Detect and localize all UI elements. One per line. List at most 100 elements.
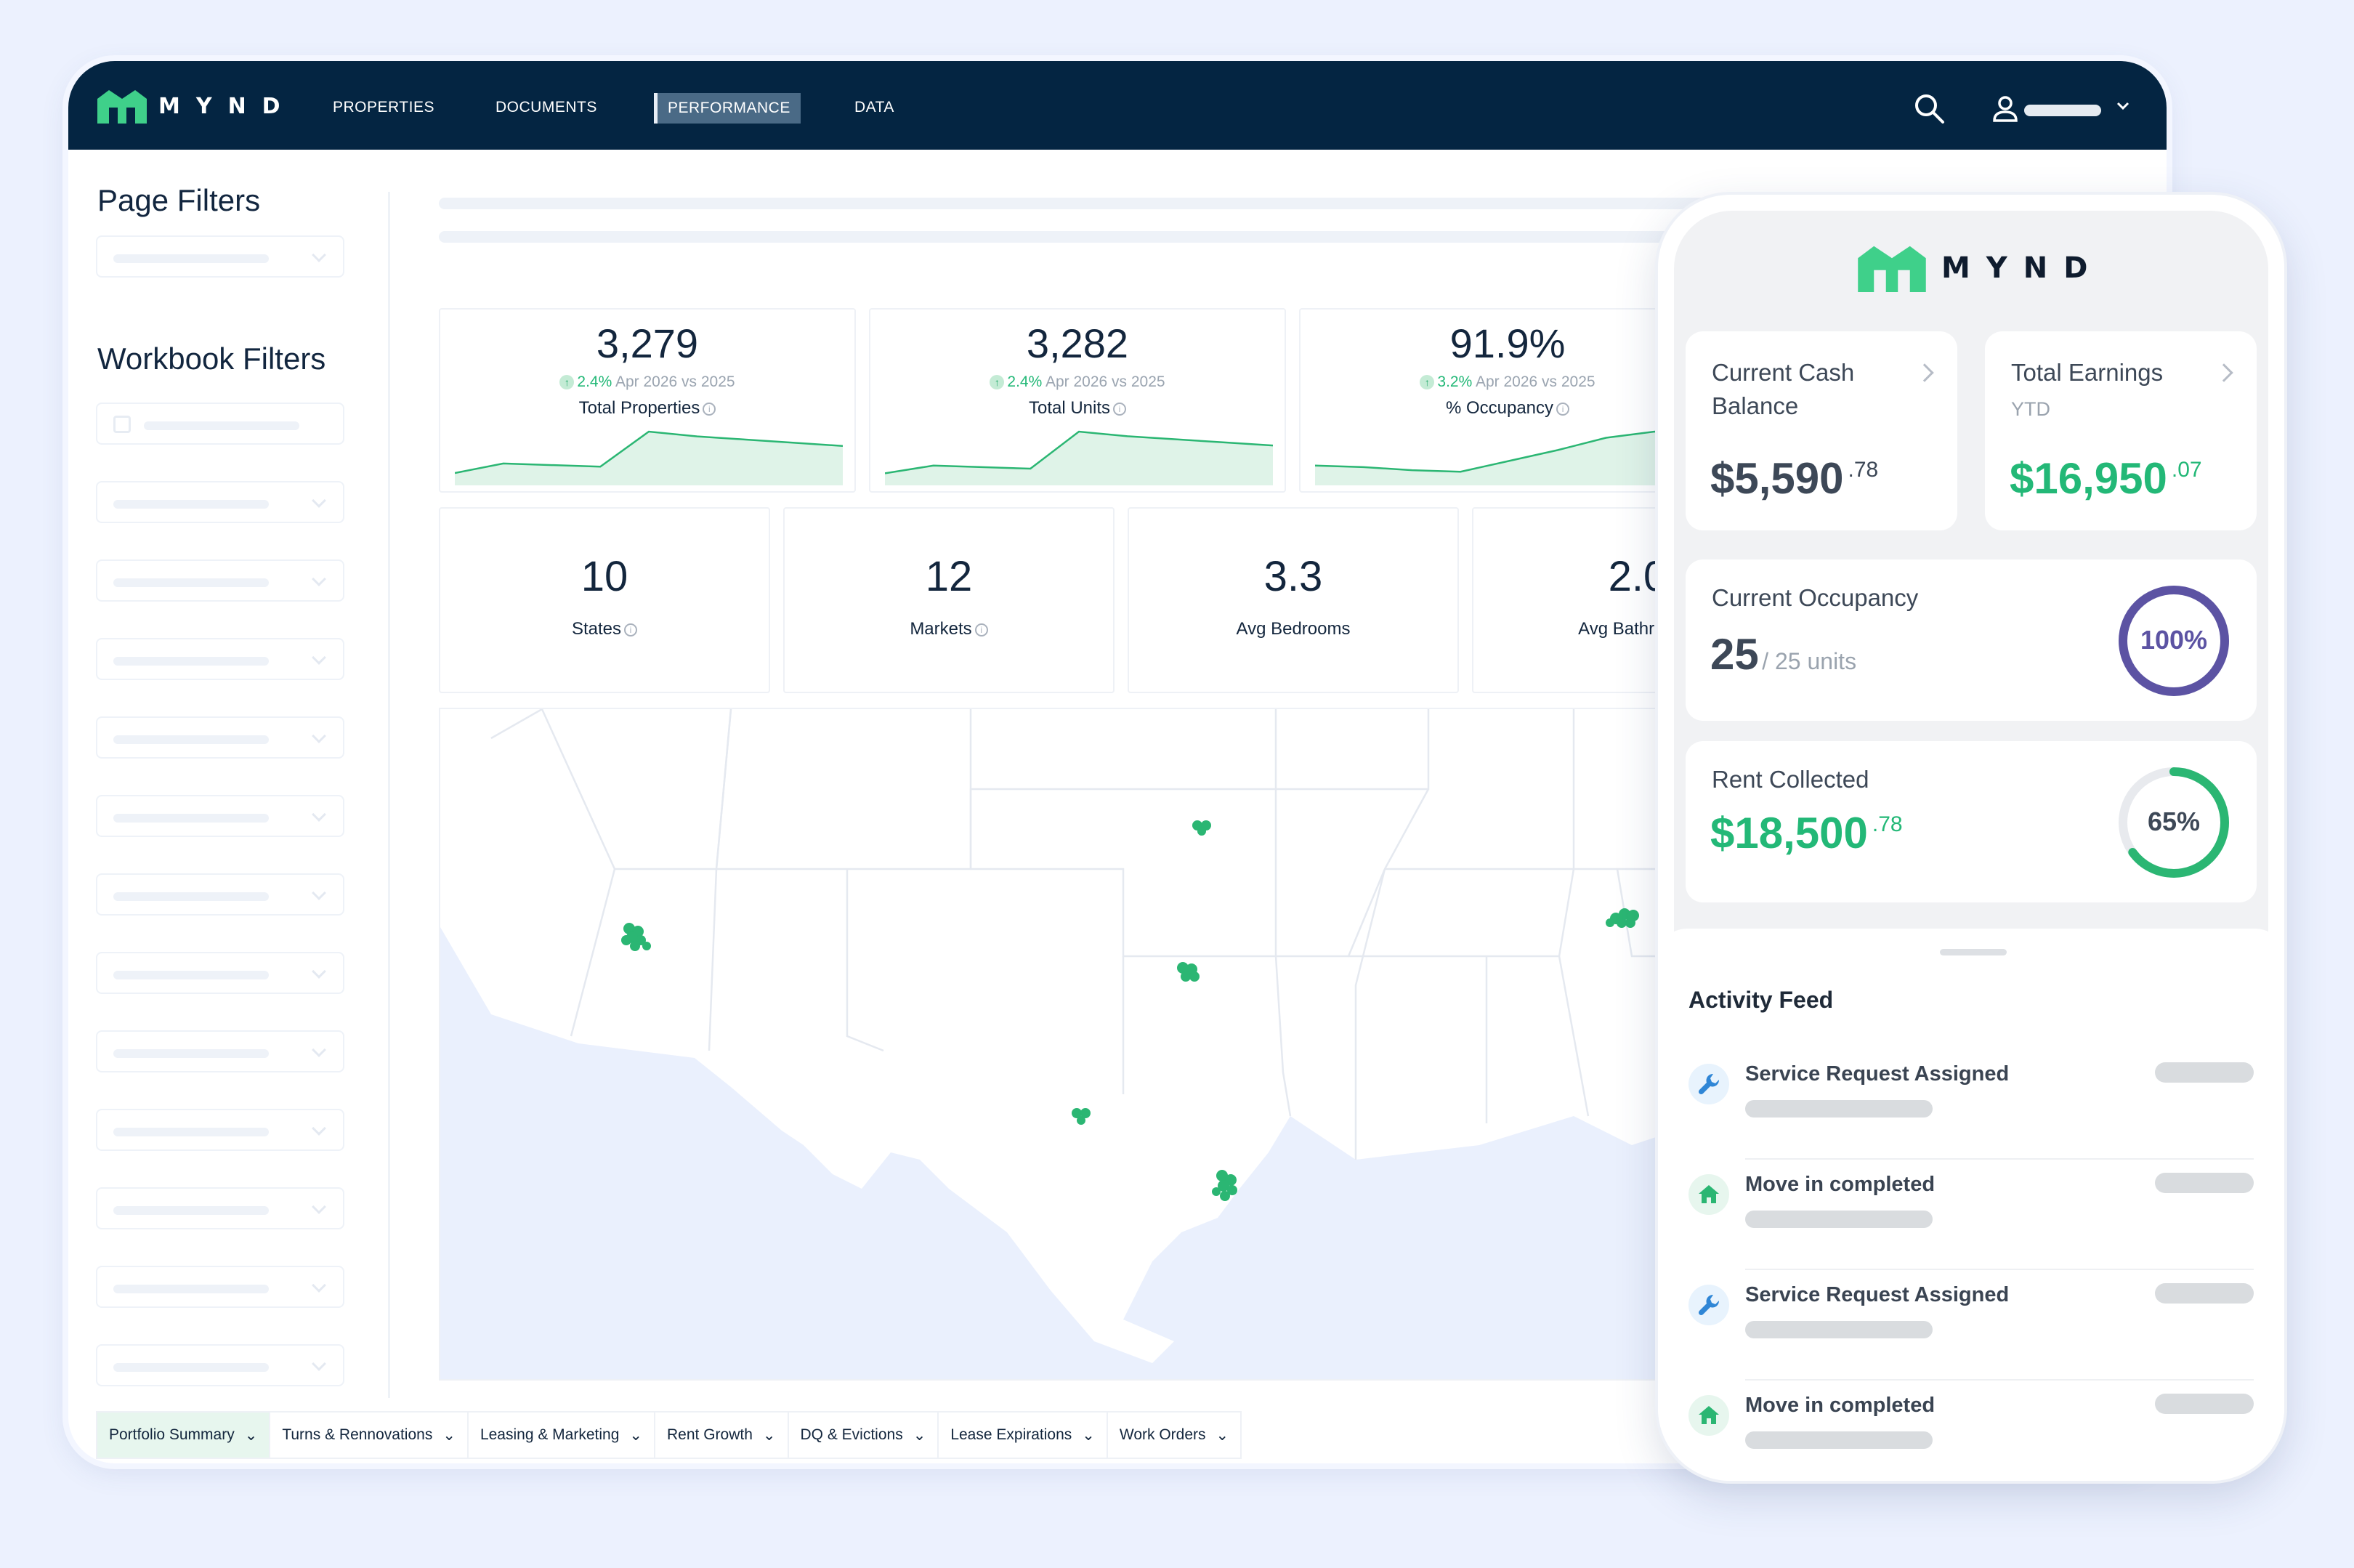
card-title: Current Occupancy	[1712, 584, 1919, 611]
mobile-brand-wordmark: MYND	[1941, 251, 2104, 285]
stat-label: Markets i	[785, 619, 1113, 639]
info-icon[interactable]: i	[974, 623, 988, 637]
activity-item[interactable]: Service Request Assigned	[1688, 1049, 2254, 1160]
tab-turns-rennovations[interactable]: Turns & Rennovations ⌄	[270, 1411, 469, 1459]
activity-detail-placeholder	[1745, 1321, 1933, 1338]
activity-time-placeholder	[2155, 1173, 2254, 1193]
chevron-down-icon: ⌄	[1216, 1426, 1229, 1444]
info-icon[interactable]: i	[624, 623, 638, 637]
stat-label: States i	[440, 619, 769, 639]
info-icon[interactable]: i	[703, 402, 716, 416]
chevron-down-icon	[312, 493, 326, 508]
stat-value: 10	[581, 553, 628, 600]
drag-handle[interactable]	[1940, 949, 2007, 955]
tab-rent-growth[interactable]: Rent Growth ⌄	[655, 1411, 789, 1459]
stat-card-states[interactable]: 10 States i	[439, 507, 770, 693]
workbook-filter-dropdown[interactable]	[96, 1030, 344, 1072]
chevron-down-icon	[312, 807, 326, 822]
workbook-filter-dropdown[interactable]	[96, 481, 344, 523]
chevron-down-icon[interactable]	[2114, 97, 2132, 115]
page-filter-dropdown[interactable]	[96, 235, 344, 278]
kpi-card-total-units[interactable]: 3,282 ↑ 2.4% Apr 2026 vs 2025 Total Units…	[869, 308, 1286, 493]
chevron-down-icon: ⌄	[442, 1426, 456, 1444]
activity-item[interactable]: Move in completed	[1688, 1160, 2254, 1270]
activity-item[interactable]: Service Request Assigned	[1688, 1270, 2254, 1381]
workbook-filter-dropdown[interactable]	[96, 952, 344, 994]
tab-dq-evictions[interactable]: DQ & Evictions ⌄	[788, 1411, 939, 1459]
kpi-label: Total Units i	[870, 398, 1285, 419]
chevron-down-icon	[312, 1121, 326, 1136]
sparkline-chart	[885, 430, 1273, 485]
workbook-filter-dropdown[interactable]	[96, 1266, 344, 1308]
info-icon[interactable]: i	[1113, 402, 1127, 416]
date-range-filter[interactable]	[96, 403, 344, 445]
workbook-filter-dropdown[interactable]	[96, 873, 344, 916]
activity-time-placeholder	[2155, 1394, 2254, 1414]
mynd-house-icon	[1858, 246, 1926, 292]
workbook-filter-dropdown[interactable]	[96, 795, 344, 837]
tab-work-orders[interactable]: Work Orders ⌄	[1107, 1411, 1242, 1459]
nav-data[interactable]: DATA	[854, 99, 894, 116]
activity-text: Move in completed	[1745, 1173, 1936, 1196]
chevron-down-icon	[312, 572, 326, 586]
total-earnings-card[interactable]: Total Earnings YTD $16,950.07	[1985, 331, 2257, 530]
workbook-filter-dropdown[interactable]	[96, 638, 344, 680]
home-icon	[1688, 1174, 1729, 1215]
stat-card-markets[interactable]: 12 Markets i	[783, 507, 1115, 693]
mobile-app: MYND Current Cash Balance $5,590.78 Tota…	[1658, 195, 2284, 1481]
sparkline-line	[1315, 430, 1703, 473]
activity-feed-title: Activity Feed	[1688, 987, 1834, 1013]
divider	[1745, 1269, 2254, 1270]
current-occupancy-card[interactable]: Current Occupancy 25 / 25 units 100%	[1686, 559, 2257, 721]
chevron-down-icon	[312, 886, 326, 900]
tab-leasing-marketing[interactable]: Leasing & Marketing ⌄	[468, 1411, 655, 1459]
activity-detail-placeholder	[1745, 1100, 1933, 1118]
earnings-amount: $16,950.07	[2010, 454, 2202, 503]
activity-time-placeholder	[2155, 1283, 2254, 1304]
tab-portfolio-summary[interactable]: Portfolio Summary ⌄	[96, 1411, 271, 1459]
chevron-right-icon[interactable]	[1915, 363, 1934, 382]
activity-item[interactable]: Move in completed	[1688, 1381, 2254, 1481]
stat-card-avg-bedrooms[interactable]: 3.3 Avg Bedrooms	[1128, 507, 1459, 693]
rent-collected-card[interactable]: Rent Collected $18,500.78 65%	[1686, 741, 2257, 902]
workbook-filter-dropdown[interactable]	[96, 559, 344, 602]
mynd-house-icon	[97, 90, 147, 124]
occupancy-percent: 100%	[2140, 625, 2208, 655]
property-map[interactable]	[439, 708, 1718, 1381]
activity-text: Service Request Assigned	[1745, 1283, 2010, 1306]
divider	[1745, 1158, 2254, 1160]
kpi-label: % Occupancy i	[1301, 398, 1715, 419]
kpi-change: ↑ 2.4% Apr 2026 vs 2025	[440, 373, 854, 391]
mynd-logo[interactable]: MYND	[96, 89, 296, 124]
search-icon[interactable]	[1912, 92, 1947, 126]
workbook-filter-dropdown[interactable]	[96, 1344, 344, 1386]
workbook-filter-dropdown[interactable]	[96, 1109, 344, 1151]
nav-performance[interactable]: PERFORMANCE	[654, 93, 801, 124]
user-name-placeholder[interactable]	[2024, 105, 2101, 116]
nav-properties[interactable]: PROPERTIES	[333, 99, 434, 116]
chevron-right-icon[interactable]	[2215, 363, 2233, 382]
chevron-down-icon	[312, 248, 326, 262]
workbook-filters-title: Workbook Filters	[97, 342, 326, 376]
chevron-down-icon: ⌄	[762, 1426, 776, 1444]
sparkline-line	[885, 430, 1273, 474]
chevron-down-icon: ⌄	[244, 1426, 258, 1444]
activity-text: Service Request Assigned	[1745, 1062, 2010, 1086]
current-cash-balance-card[interactable]: Current Cash Balance $5,590.78	[1686, 331, 1957, 530]
workbook-filter-dropdown[interactable]	[96, 1187, 344, 1229]
arrow-up-icon: ↑	[1420, 375, 1435, 390]
occupancy-count: 25 / 25 units	[1710, 630, 1857, 679]
rent-amount: $18,500.78	[1710, 809, 1903, 857]
workbook-filter-dropdown[interactable]	[96, 716, 344, 759]
kpi-card-occupancy[interactable]: 91.9% ↑ 3.2% Apr 2026 vs 2025 % Occupancy…	[1299, 308, 1716, 493]
arrow-up-icon: ↑	[559, 375, 575, 390]
kpi-card-total-properties[interactable]: 3,279 ↑ 2.4% Apr 2026 vs 2025 Total Prope…	[439, 308, 856, 493]
kpi-change: ↑ 3.2% Apr 2026 vs 2025	[1301, 373, 1715, 391]
user-icon[interactable]	[1991, 94, 2020, 124]
info-icon[interactable]: i	[1556, 402, 1570, 416]
tab-lease-expirations[interactable]: Lease Expirations ⌄	[939, 1411, 1108, 1459]
arrow-up-icon: ↑	[990, 375, 1005, 390]
mobile-mynd-logo: MYND	[1856, 244, 2103, 292]
nav-documents[interactable]: DOCUMENTS	[496, 99, 597, 116]
home-icon	[1688, 1395, 1729, 1436]
